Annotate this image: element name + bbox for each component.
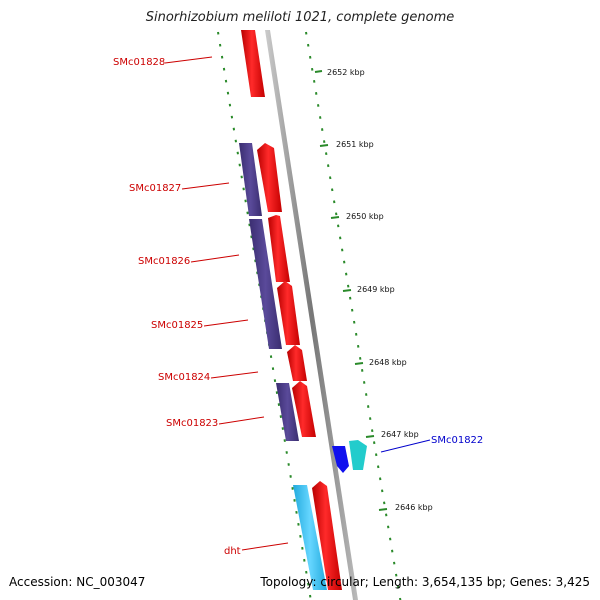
gene-smc01828[interactable] [241,30,265,97]
secondary-track-genes [332,440,367,473]
scale-ticks [314,70,388,511]
gene-smc01824[interactable] [287,345,307,381]
gene-label-smc01822[interactable]: SMc01822 [431,435,483,446]
kbp-label-2646: 2646 kbp [395,503,433,512]
gene-label-smc01824[interactable]: SMc01824 [158,372,210,383]
genome-backbone [265,30,358,600]
gene-label-smc01828[interactable]: SMc01828 [113,57,165,68]
gene-smc01823[interactable] [292,381,316,437]
gene-smc01823-reverse[interactable] [276,383,299,441]
gene-smc01822-cyan[interactable] [349,440,367,470]
accession-text: Accession: NC_003047 [9,575,145,589]
kbp-label-2650: 2650 kbp [346,212,384,221]
gene-dht[interactable] [312,481,342,590]
gene-label-smc01823[interactable]: SMc01823 [166,418,218,429]
kbp-label-2648: 2648 kbp [369,358,407,367]
gene-smc01822-blue[interactable] [332,446,349,473]
gene-smc01825[interactable] [277,281,300,345]
scale-labels: 2652 kbp 2651 kbp 2650 kbp 2649 kbp 2648… [327,68,433,512]
gene-label-smc01825[interactable]: SMc01825 [151,320,203,331]
gene-smc01827-reverse[interactable] [239,143,262,216]
gene-labels: SMc01828 SMc01827 SMc01826 SMc01825 SMc0… [113,57,483,557]
kbp-label-2651: 2651 kbp [336,140,374,149]
gene-dht-reverse[interactable] [293,485,327,590]
gene-label-dht[interactable]: dht [224,546,241,557]
genome-stats-text: Topology: circular; Length: 3,654,135 bp… [259,575,590,589]
map-title: Sinorhizobium meliloti 1021, complete ge… [146,10,455,25]
reverse-strand-genes [239,143,327,590]
kbp-label-2649: 2649 kbp [357,285,395,294]
gene-label-smc01827[interactable]: SMc01827 [129,183,181,194]
gene-smc01826-reverse[interactable] [249,219,282,349]
gene-smc01827[interactable] [257,143,282,212]
kbp-label-2647: 2647 kbp [381,430,419,439]
forward-strand-genes [241,30,342,590]
gene-label-smc01826[interactable]: SMc01826 [138,256,190,267]
kbp-label-2652: 2652 kbp [327,68,365,77]
outer-tick-track [305,31,402,600]
label-leaders [164,56,431,551]
gene-smc01826[interactable] [268,215,290,282]
